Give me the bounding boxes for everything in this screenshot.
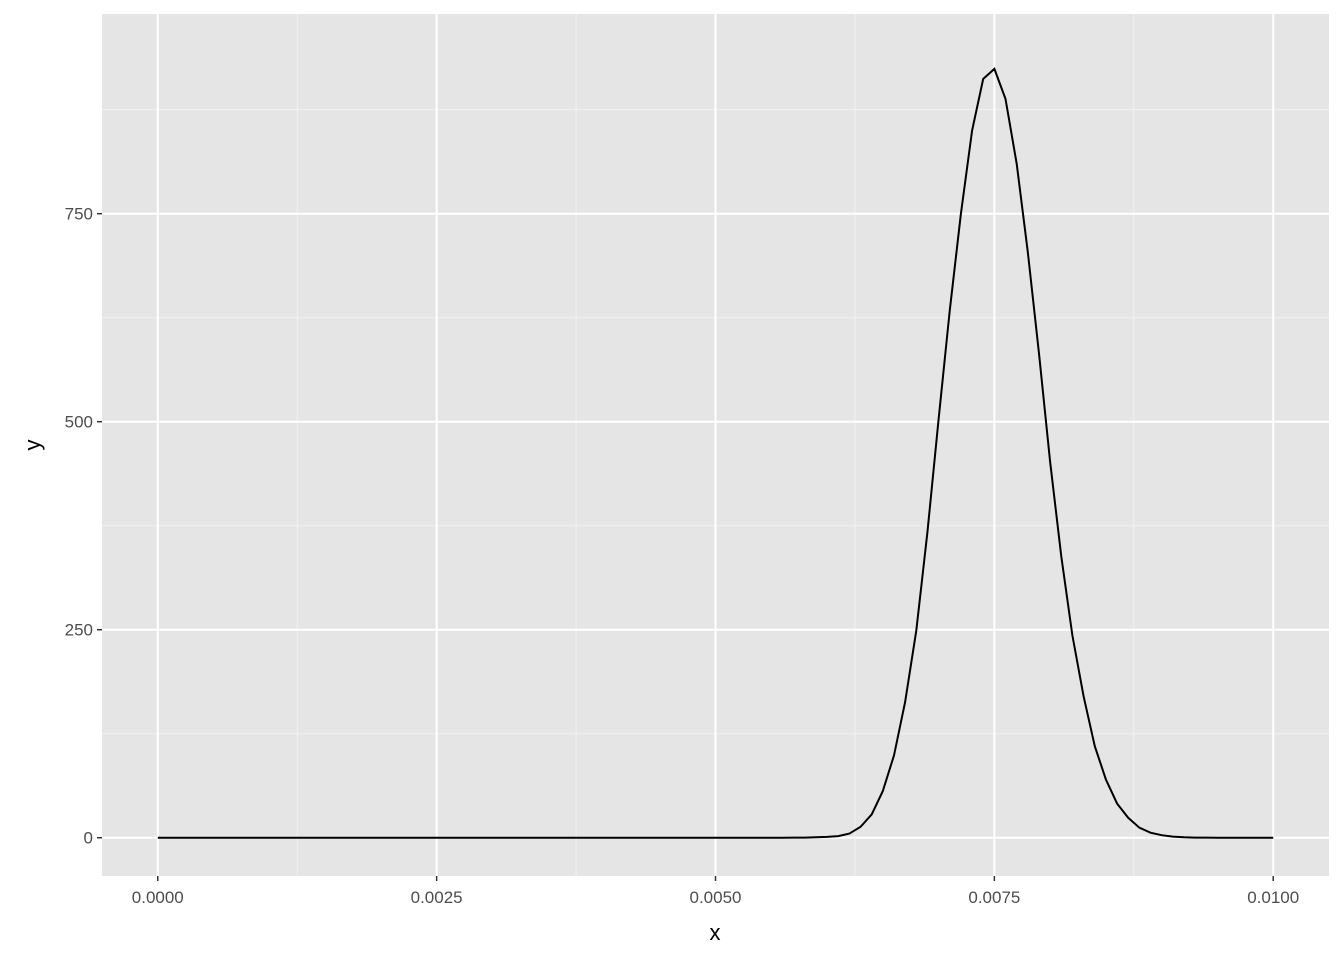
x-tick-label: 0.0075 bbox=[968, 888, 1020, 907]
x-tick-label: 0.0000 bbox=[132, 888, 184, 907]
y-tick-label: 750 bbox=[65, 205, 93, 224]
x-axis-title: x bbox=[710, 920, 721, 945]
data-line bbox=[157, 67, 1274, 839]
x-tick-label: 0.0100 bbox=[1247, 888, 1299, 907]
x-tick-label: 0.0050 bbox=[690, 888, 742, 907]
y-tick-label: 250 bbox=[65, 621, 93, 640]
x-axis: 0.0000 0.0025 0.0050 0.0075 0.0100 bbox=[132, 876, 1299, 907]
x-tick-label: 0.0025 bbox=[411, 888, 463, 907]
y-tick-label: 500 bbox=[65, 413, 93, 432]
y-tick-label: 0 bbox=[84, 829, 93, 848]
y-axis-title: y bbox=[20, 440, 45, 451]
y-axis: 0 250 500 750 bbox=[65, 205, 102, 848]
